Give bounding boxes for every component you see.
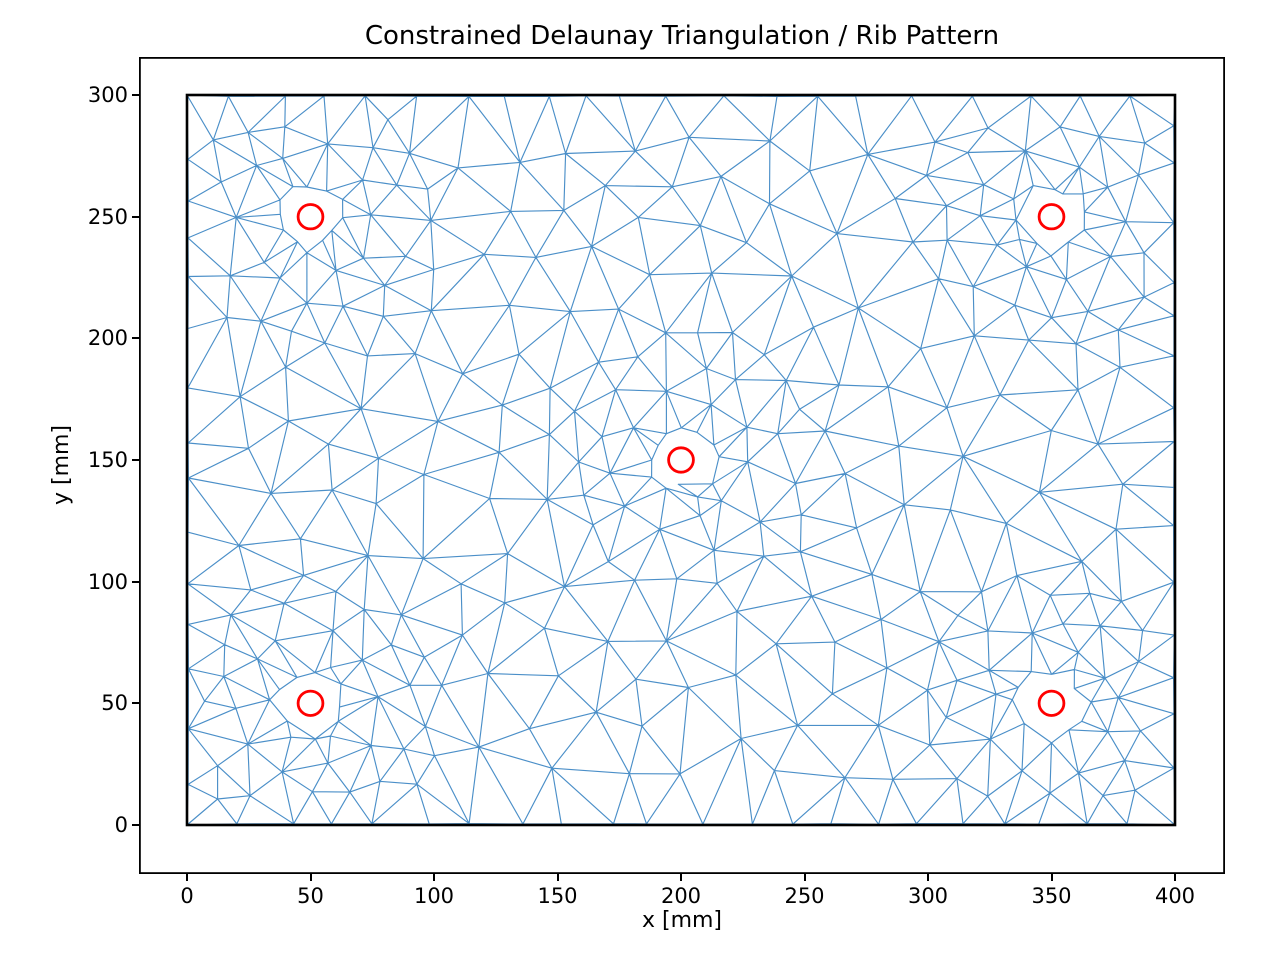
x-tick-label: 100 [413,884,455,908]
y-tick-label: 300 [87,83,128,107]
x-tick-mark [1174,874,1176,881]
x-tick-label: 250 [784,884,825,908]
x-axis-label: x [mm] [641,908,723,933]
y-axis-label: y [mm] [49,424,74,506]
x-tick-mark [927,874,929,881]
x-tick-label: 300 [907,884,949,908]
x-tick-mark [186,874,188,881]
y-tick-mark [132,337,139,340]
plate-outline [185,93,1177,827]
y-tick-label: 50 [101,691,128,716]
y-tick-label: 250 [87,204,128,229]
x-tick-mark [680,874,682,881]
x-tick-mark [1050,874,1053,881]
y-tick-mark [132,580,139,583]
y-tick-mark [132,824,139,826]
y-tick-mark [132,215,139,218]
triangulation-canvas [139,57,1225,874]
rib-hole-circle [296,689,325,717]
x-tick-label: 200 [660,884,702,908]
x-tick-mark [556,874,559,881]
x-tick-label: 350 [1031,884,1072,908]
rib-hole-circle [667,446,695,474]
rib-hole-circle [1037,203,1066,231]
y-tick-mark [132,459,139,461]
x-tick-mark [309,874,312,881]
y-tick-label: 100 [87,569,128,594]
rib-hole-circle [296,203,325,231]
x-tick-mark [803,874,806,881]
y-tick-label: 150 [87,448,128,472]
y-tick-mark [132,702,139,705]
axes-frame [139,57,1225,874]
y-tick-label: 0 [114,813,128,837]
x-tick-label: 0 [180,884,194,908]
y-tick-mark [132,94,139,96]
chart-title: Constrained Delaunay Triangulation / Rib… [364,21,1000,51]
x-tick-label: 50 [297,884,324,908]
x-tick-label: 400 [1154,884,1196,908]
x-tick-label: 150 [537,884,578,908]
plot-area [139,57,1225,874]
x-tick-mark [433,874,435,881]
y-tick-label: 200 [87,326,128,351]
rib-hole-circle [1037,689,1066,717]
mesh-edges [186,94,1176,826]
rib-hole-circles [296,203,1066,717]
